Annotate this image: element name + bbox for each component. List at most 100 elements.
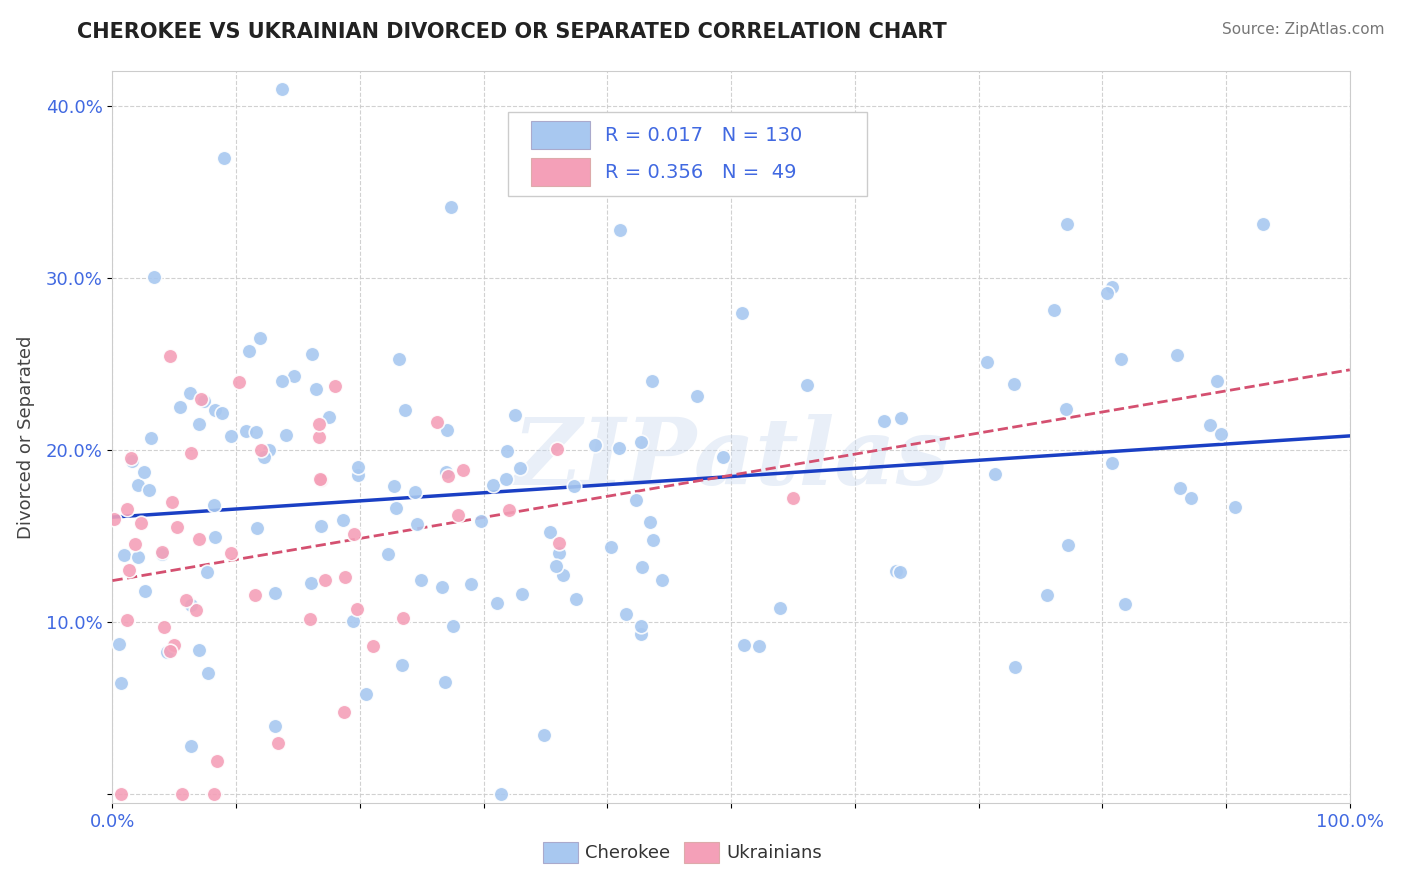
Point [491, 787, 513, 801]
Point [651, 573, 673, 587]
Point [314, 573, 336, 587]
Point [271, 81, 294, 95]
Point [309, 518, 332, 533]
Point [630, 619, 652, 633]
Point [219, 429, 242, 443]
Point [202, 787, 225, 801]
Point [309, 473, 332, 487]
Point [305, 382, 328, 396]
Point [394, 402, 416, 417]
Point [115, 613, 138, 627]
Point [451, 463, 474, 477]
Point [346, 460, 368, 475]
Point [409, 573, 432, 587]
Point [510, 587, 533, 601]
Point [470, 514, 492, 528]
Point [197, 666, 219, 681]
Bar [530, 121, 591, 149]
Point [143, 269, 166, 284]
Point [1036, 588, 1059, 602]
Point [180, 739, 202, 753]
Point [495, 444, 517, 458]
Point [204, 403, 226, 417]
Point [1056, 217, 1078, 231]
Point [250, 442, 273, 457]
Point [441, 619, 464, 633]
Point [731, 306, 754, 320]
Point [562, 478, 585, 492]
Point [796, 378, 818, 392]
Point [156, 644, 179, 658]
Point [482, 477, 505, 491]
Point [179, 385, 201, 400]
Point [197, 566, 219, 580]
Point [298, 612, 321, 626]
Point [190, 392, 212, 406]
Point [391, 657, 413, 672]
Point [432, 580, 454, 594]
Text: Cherokee: Cherokee [585, 844, 671, 862]
Point [166, 520, 188, 534]
Point [544, 558, 567, 573]
Point [299, 576, 322, 591]
Point [1199, 417, 1222, 432]
Point [1114, 597, 1136, 611]
Point [245, 520, 267, 534]
Point [159, 644, 181, 658]
Point [1166, 348, 1188, 362]
Point [193, 394, 215, 409]
Point [748, 639, 770, 653]
Point [437, 469, 460, 483]
Point [308, 417, 330, 431]
Point [188, 642, 211, 657]
Point [134, 584, 156, 599]
Point [546, 442, 568, 456]
Point [890, 410, 912, 425]
Point [301, 347, 323, 361]
Point [548, 546, 571, 560]
Point [533, 728, 555, 742]
Point [150, 545, 173, 559]
Point [188, 533, 211, 547]
Point [212, 151, 235, 165]
Bar [530, 158, 591, 186]
Point [219, 546, 242, 560]
Point [150, 547, 173, 561]
Point [889, 565, 911, 579]
Point [117, 563, 139, 577]
Point [127, 549, 149, 564]
Point [384, 501, 406, 516]
Point [153, 620, 176, 634]
Point [228, 375, 250, 389]
Point [270, 374, 292, 388]
Point [257, 443, 280, 458]
Point [1111, 351, 1133, 366]
Point [361, 639, 384, 653]
Point [323, 378, 346, 392]
Point [184, 603, 207, 617]
Point [1101, 456, 1123, 470]
Point [308, 430, 330, 444]
Point [624, 492, 647, 507]
Point [112, 548, 135, 562]
Point [205, 754, 228, 768]
Point [503, 408, 526, 422]
Point [267, 736, 290, 750]
Text: CHEROKEE VS UKRAINIAN DIVORCED OR SEPARATED CORRELATION CHART: CHEROKEE VS UKRAINIAN DIVORCED OR SEPARA… [77, 22, 948, 42]
Point [356, 687, 378, 701]
Point [884, 565, 907, 579]
Point [976, 355, 998, 369]
Point [426, 415, 449, 429]
Point [110, 787, 132, 801]
Point [245, 425, 267, 440]
Point [124, 537, 146, 551]
Point [245, 588, 267, 602]
Point [159, 350, 181, 364]
Point [447, 508, 470, 522]
Bar [685, 842, 718, 863]
Point [565, 591, 588, 606]
Point [127, 478, 149, 492]
Point [641, 533, 664, 547]
Point [263, 586, 285, 600]
Point [1211, 426, 1233, 441]
